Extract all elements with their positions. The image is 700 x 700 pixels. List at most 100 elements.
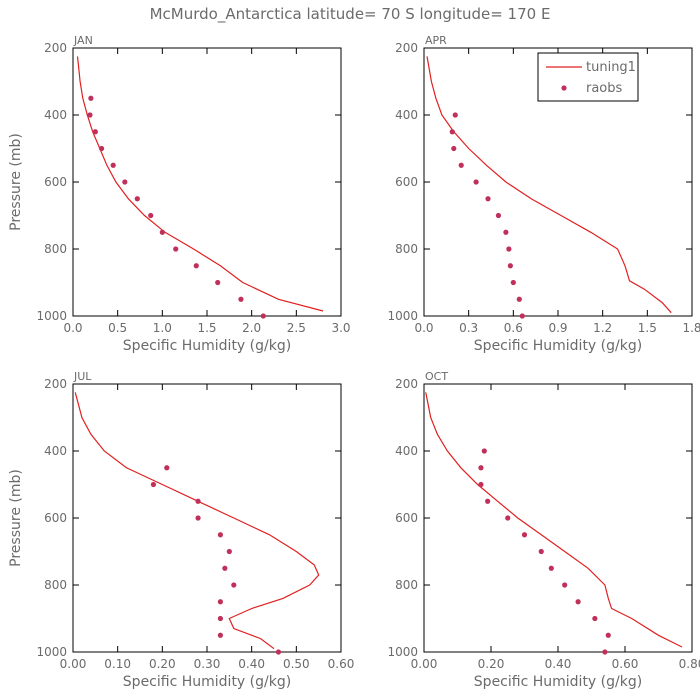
y-tick-label: 800 bbox=[44, 578, 67, 592]
obs-point bbox=[538, 548, 544, 555]
y-tick-label: 600 bbox=[44, 511, 67, 525]
x-axis-label: Specific Humidity (g/kg) bbox=[474, 674, 642, 690]
x-tick-label: 3.0 bbox=[331, 321, 350, 335]
panel-title: APR bbox=[425, 34, 447, 47]
obs-point bbox=[506, 246, 512, 252]
obs-point bbox=[98, 145, 105, 152]
y-tick-label: 1000 bbox=[36, 645, 67, 659]
x-tick-label: 1.5 bbox=[638, 321, 657, 335]
obs-point bbox=[217, 615, 223, 622]
x-tick-label: 0.40 bbox=[545, 657, 572, 671]
y-tick-label: 600 bbox=[44, 175, 67, 189]
x-axis-label: Specific Humidity (g/kg) bbox=[123, 674, 291, 690]
legend: tuning1 raobs bbox=[537, 52, 639, 102]
obs-point bbox=[521, 532, 528, 538]
y-tick-label: 1000 bbox=[387, 645, 418, 659]
x-axis-label: Specific Humidity (g/kg) bbox=[474, 338, 642, 354]
obs-point bbox=[173, 246, 179, 252]
obs-point bbox=[592, 615, 598, 622]
y-tick-label: 600 bbox=[395, 511, 418, 525]
obs-point bbox=[458, 162, 464, 168]
legend-marker-swatch bbox=[561, 85, 567, 91]
obs-point bbox=[481, 448, 487, 454]
obs-point bbox=[449, 129, 455, 135]
obs-point bbox=[478, 465, 484, 471]
obs-point bbox=[451, 145, 457, 152]
obs-point bbox=[222, 565, 228, 571]
y-tick-label: 200 bbox=[395, 41, 418, 55]
plot-frame bbox=[72, 383, 342, 653]
obs-point bbox=[519, 313, 525, 319]
y-tick-label: 400 bbox=[395, 444, 418, 458]
obs-point bbox=[164, 465, 170, 471]
x-axis-label: Specific Humidity (g/kg) bbox=[123, 338, 291, 354]
y-tick-label: 800 bbox=[395, 578, 418, 592]
x-tick-label: 0.40 bbox=[238, 657, 265, 671]
y-tick-label: 400 bbox=[395, 108, 418, 122]
obs-point bbox=[195, 515, 201, 521]
obs-point bbox=[87, 112, 93, 118]
obs-point bbox=[516, 296, 522, 302]
obs-point bbox=[548, 565, 554, 571]
x-tick-label: 0.00 bbox=[411, 657, 438, 671]
obs-point bbox=[88, 95, 94, 101]
obs-point bbox=[605, 632, 611, 638]
legend-box bbox=[537, 52, 639, 102]
x-tick-label: 0.10 bbox=[104, 657, 131, 671]
y-axis-label: Pressure (mb) bbox=[8, 469, 24, 567]
plot-frame bbox=[72, 47, 342, 317]
obs-point bbox=[275, 649, 282, 655]
x-tick-label: 0.20 bbox=[149, 657, 176, 671]
x-tick-label: 0.20 bbox=[478, 657, 505, 671]
plot-frame bbox=[423, 383, 693, 653]
obs-point bbox=[562, 582, 568, 588]
obs-point bbox=[110, 162, 116, 168]
obs-point bbox=[260, 313, 266, 319]
x-tick-label: 1.2 bbox=[593, 321, 612, 335]
x-tick-label: 0.3 bbox=[459, 321, 478, 335]
x-tick-label: 0.00 bbox=[60, 657, 87, 671]
obs-point bbox=[134, 196, 140, 202]
y-tick-label: 600 bbox=[395, 175, 418, 189]
obs-point bbox=[217, 599, 223, 605]
y-tick-label: 200 bbox=[44, 41, 67, 55]
x-tick-label: 0.0 bbox=[63, 321, 82, 335]
panel-title: JUL bbox=[73, 370, 92, 383]
y-tick-label: 400 bbox=[44, 444, 67, 458]
x-tick-label: 1.5 bbox=[197, 321, 216, 335]
obs-point bbox=[217, 632, 223, 638]
obs-point bbox=[226, 548, 232, 555]
model-line-jul bbox=[74, 392, 320, 650]
obs-point bbox=[92, 129, 98, 135]
obs-point bbox=[485, 196, 491, 202]
x-tick-label: 0.60 bbox=[328, 657, 355, 671]
y-tick-label: 1000 bbox=[387, 309, 418, 323]
y-tick-label: 400 bbox=[44, 108, 67, 122]
obs-point bbox=[602, 649, 608, 655]
obs-point bbox=[503, 229, 509, 235]
obs-point bbox=[478, 481, 484, 488]
panel-apr: 0.0 0.3 0.6 0.9 1.2 1.5 1.8 200 400 600 800 1000 APR… bbox=[387, 34, 700, 354]
obs-point bbox=[195, 498, 201, 504]
y-tick-label: 800 bbox=[44, 242, 67, 256]
y-tick-label: 200 bbox=[395, 377, 418, 391]
x-tick-label: 2.5 bbox=[287, 321, 306, 335]
panel-jul: 0.00 0.10 0.20 0.30 0.40 0.50 0.60 200 400 600 800… bbox=[8, 370, 354, 690]
figure-title: McMurdo_Antarctica latitude= 70 S longit… bbox=[150, 5, 551, 24]
legend-label-obs: raobs bbox=[586, 81, 623, 96]
y-axis-label: Pressure (mb) bbox=[8, 133, 24, 231]
model-line-oct bbox=[425, 392, 683, 648]
x-tick-label: 0.50 bbox=[283, 657, 310, 671]
y-tick-label: 1000 bbox=[36, 309, 67, 323]
obs-point bbox=[507, 263, 513, 269]
model-line-apr bbox=[426, 56, 672, 314]
panel-oct: 0.00 0.20 0.40 0.60 0.80 200 400 600 800 1000 OCT S… bbox=[387, 370, 700, 690]
y-tick-label: 800 bbox=[395, 242, 418, 256]
x-tick-label: 0.6 bbox=[504, 321, 523, 335]
x-tick-label: 0.80 bbox=[679, 657, 700, 671]
x-tick-label: 1.0 bbox=[153, 321, 172, 335]
obs-point bbox=[217, 532, 223, 538]
x-tick-label: 0.30 bbox=[194, 657, 221, 671]
obs-point bbox=[238, 296, 244, 302]
